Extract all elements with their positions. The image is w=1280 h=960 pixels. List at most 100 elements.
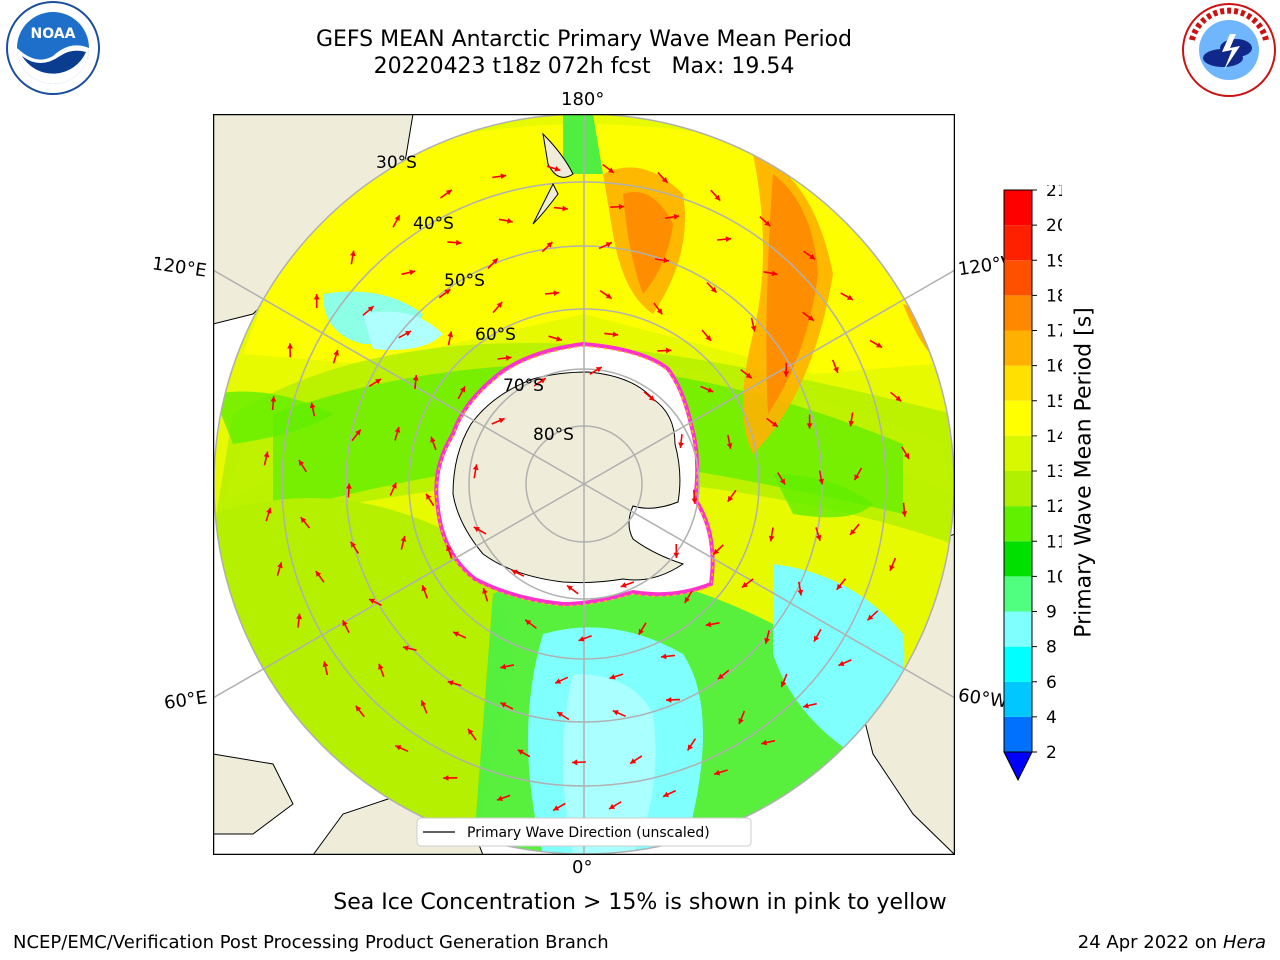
wave-arrow-head	[797, 589, 804, 596]
lat-label-50s: 50°S	[444, 271, 485, 291]
wave-arrow-head	[500, 702, 507, 708]
wave-arrow-head	[309, 402, 316, 409]
wave-arrow-head	[492, 258, 498, 265]
wave-arrow-head	[511, 569, 518, 575]
wave-arrow-head	[809, 253, 816, 260]
wave-arrow-head	[482, 588, 488, 594]
wave-arrow-head	[678, 442, 684, 448]
wave-arrow-head	[656, 308, 663, 315]
wave-arrow-head	[412, 375, 419, 381]
wave-arrow-head	[666, 697, 672, 703]
wave-arrow-head	[555, 678, 562, 684]
wave-arrow-head	[714, 769, 721, 776]
wave-arrow-head	[768, 535, 775, 542]
wave-arrow-head	[296, 613, 302, 620]
wave-arrow-head	[663, 791, 669, 797]
land-madagascar	[213, 753, 294, 835]
wave-arrow-head	[369, 598, 375, 604]
wave-arrow-head	[500, 173, 507, 180]
wave-arrow-head	[562, 205, 568, 212]
wave-arrow-head	[630, 758, 637, 764]
colorbar-segment	[1004, 295, 1032, 331]
wave-arrow-head	[313, 294, 320, 300]
wave-arrow-head	[595, 367, 602, 373]
wave-arrow-head	[395, 745, 402, 751]
wave-arrow-head	[666, 347, 672, 354]
wave-arrow-head	[609, 674, 616, 680]
sea-ice-caption: Sea Ice Concentration > 15% is shown in …	[333, 890, 947, 915]
wave-arrow-head	[901, 511, 908, 517]
wave-arrow-head	[687, 744, 693, 751]
wave-arrow-head	[771, 421, 778, 427]
wave-arrow-head	[468, 728, 474, 735]
chart-title: GEFS MEAN Antarctic Primary Wave Mean Pe…	[315, 27, 853, 52]
colorbar-label: Primary Wave Mean Period [s]	[1071, 307, 1097, 638]
wave-arrow-head	[453, 631, 460, 637]
wave-arrow-head	[350, 250, 356, 257]
colorbar-tick-label: 4	[1046, 708, 1057, 728]
wave-arrow-head	[300, 517, 307, 523]
wave-arrow-head	[638, 628, 644, 635]
wave-arrow-head	[426, 493, 432, 500]
wave-arrow-head	[473, 527, 480, 533]
lon-label-60e: 60°E	[162, 687, 209, 714]
wave-arrow-head	[546, 242, 553, 248]
colorbar-tick-label: 2	[1046, 743, 1057, 763]
lat-label-40s: 40°S	[413, 214, 454, 234]
wave-arrow-head	[663, 257, 669, 264]
footer-branch: NCEP/EMC/Verification Post Processing Pr…	[13, 932, 609, 953]
wave-arrow-head	[771, 270, 778, 277]
wave-arrow-head	[806, 423, 813, 429]
wave-arrow-head	[818, 478, 824, 485]
colorbar-tick-label: 19	[1046, 251, 1062, 271]
wave-arrow-head	[761, 739, 768, 746]
wave-arrow-head	[803, 702, 809, 709]
wave-arrow-head	[609, 803, 616, 809]
wave-arrow-head	[553, 290, 559, 296]
wave-arrow-head	[498, 418, 505, 424]
lon-label-120e: 120°E	[150, 253, 208, 282]
wave-arrow-head	[807, 315, 814, 321]
wave-arrow-head	[850, 529, 856, 535]
wave-arrow-head	[661, 653, 667, 660]
legend-label: Primary Wave Direction (unscaled)	[467, 825, 710, 841]
wave-arrow-head	[854, 474, 860, 481]
wave-arrow-head	[727, 495, 734, 502]
wave-arrow-head	[903, 452, 910, 459]
land-antarctica	[452, 371, 685, 584]
wave-arrow-head	[745, 372, 752, 379]
wave-arrow-head	[525, 619, 532, 626]
colorbar-tick-label: 11	[1046, 532, 1062, 552]
wave-arrow-head	[895, 395, 902, 402]
wave-arrow-head	[500, 663, 506, 670]
colorbar-tick-label: 15	[1046, 392, 1062, 412]
colorbar-tick-label: 6	[1046, 673, 1057, 693]
wave-arrow-head	[378, 663, 384, 670]
wave-arrow-head	[673, 552, 680, 558]
chart-subtitle: 20220423 t18z 072h fcst Max: 19.54	[373, 54, 795, 79]
wave-arrow-head	[780, 681, 787, 688]
wave-arrow-head	[333, 349, 339, 356]
wave-arrow-head	[618, 203, 625, 210]
wave-arrow-head	[750, 325, 757, 332]
colorbar-tick-label: 16	[1046, 357, 1062, 377]
wave-arrow-head	[355, 705, 362, 712]
wave-arrow-head	[833, 366, 839, 373]
wave-arrow-head	[889, 564, 895, 571]
colorbar-tick-label: 18	[1046, 286, 1062, 306]
wave-arrow-head	[346, 483, 352, 489]
nws-logo	[1182, 3, 1276, 97]
wave-arrow-head	[277, 562, 283, 569]
wave-arrow-head	[717, 673, 724, 680]
colorbar-tick-label: 10	[1046, 567, 1062, 587]
colorbar-segment	[1004, 506, 1032, 542]
colorbar-segment	[1004, 716, 1032, 752]
wave-arrow-head	[445, 189, 452, 196]
wave-arrow-head	[507, 218, 513, 224]
lon-label-180: 180°	[561, 89, 605, 110]
wave-arrow-head	[557, 712, 563, 718]
colorbar: 2 4 6 8 9 10 11 12 13 14 15 16 17 18 19 20 21	[1003, 185, 1062, 782]
wave-arrow-head	[661, 177, 668, 183]
colorbar-segment	[1004, 400, 1032, 436]
wave-arrow-head	[684, 597, 690, 603]
